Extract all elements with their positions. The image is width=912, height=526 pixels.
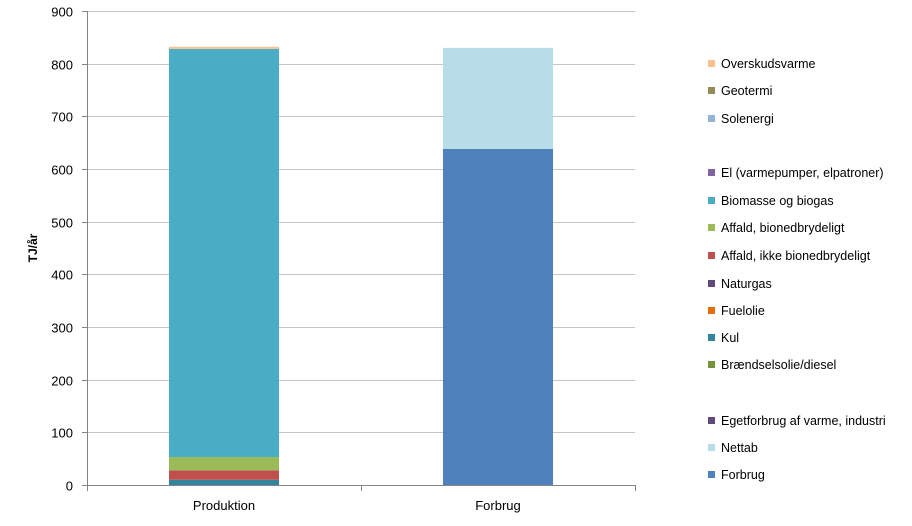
legend-label: Kul [721, 331, 739, 345]
legend-swatch [708, 224, 715, 231]
y-tick-label: 900 [51, 5, 73, 20]
legend-item: Overskudsvarme [708, 57, 816, 71]
legend-swatch [708, 60, 715, 67]
legend-label: Geotermi [721, 84, 772, 98]
bar-segment-nettab [443, 47, 553, 149]
legend-label: Forbrug [721, 468, 765, 482]
legend-item: Nettab [708, 441, 758, 455]
y-tick-label: 400 [51, 268, 73, 283]
legend-item: Geotermi [708, 84, 772, 98]
y-tick-label: 0 [66, 479, 73, 494]
legend-item: Forbrug [708, 468, 765, 482]
legend-swatch [708, 280, 715, 287]
bars [169, 46, 553, 485]
bar-segment-biomasse-og-biogas [169, 48, 279, 458]
legend-label: Affald, bionedbrydeligt [721, 221, 845, 235]
legend-label: El (varmepumper, elpatroner) [721, 166, 884, 180]
legend-label: Solenergi [721, 112, 774, 126]
bar-segment-overskudsvarme [169, 46, 279, 49]
legend-swatch [708, 361, 715, 368]
y-tick-label: 100 [51, 426, 73, 441]
y-tick-label: 300 [51, 321, 73, 336]
x-tick-label: Produktion [193, 498, 255, 513]
bar-segment-forbrug [443, 148, 553, 485]
legend-label: Biomasse og biogas [721, 194, 834, 208]
legend-label: Fuelolie [721, 304, 765, 318]
legend: Overskudsvarme Geotermi Solenergi El (varme… [708, 57, 886, 482]
y-axis-label: TJ/år [26, 233, 40, 262]
bar-segment-affald-ikke-bionedbrydeligt [169, 470, 279, 480]
legend-item: Egetforbrug af varme, industri [708, 414, 886, 428]
legend-label: Egetforbrug af varme, industri [721, 414, 886, 428]
legend-item: Fuelolie [708, 304, 765, 318]
legend-item: Affald, ikke bionedbrydeligt [708, 249, 871, 263]
legend-swatch [708, 87, 715, 94]
y-tick-label: 200 [51, 374, 73, 389]
legend-label: Brændselsolie/diesel [721, 358, 836, 372]
bar-segment-affald-bionedbrydeligt [169, 457, 279, 471]
x-tick-labels: Produktion Forbrug [193, 498, 521, 513]
y-tick-label: 500 [51, 216, 73, 231]
legend-swatch [708, 417, 715, 424]
legend-label: Affald, ikke bionedbrydeligt [721, 249, 871, 263]
y-tick-label: 800 [51, 58, 73, 73]
legend-item: Affald, bionedbrydeligt [708, 221, 845, 235]
legend-item: Solenergi [708, 112, 774, 126]
x-tick-label: Forbrug [475, 498, 521, 513]
axes [82, 11, 636, 491]
legend-label: Naturgas [721, 277, 772, 291]
legend-swatch [708, 444, 715, 451]
legend-swatch [708, 169, 715, 176]
legend-swatch [708, 471, 715, 478]
legend-item: Naturgas [708, 277, 772, 291]
legend-swatch [708, 334, 715, 341]
legend-item: Kul [708, 331, 739, 345]
bar-segment-kul [169, 479, 279, 485]
legend-item: El (varmepumper, elpatroner) [708, 166, 884, 180]
legend-swatch [708, 252, 715, 259]
y-tick-labels: 0 100 200 300 400 500 600 700 800 900 [51, 5, 73, 494]
y-tick-label: 700 [51, 110, 73, 125]
legend-swatch [708, 307, 715, 314]
legend-label: Nettab [721, 441, 758, 455]
legend-item: Brændselsolie/diesel [708, 358, 836, 372]
legend-item: Biomasse og biogas [708, 194, 834, 208]
legend-swatch [708, 197, 715, 204]
legend-label: Overskudsvarme [721, 57, 816, 71]
legend-swatch [708, 115, 715, 122]
y-tick-label: 600 [51, 163, 73, 178]
